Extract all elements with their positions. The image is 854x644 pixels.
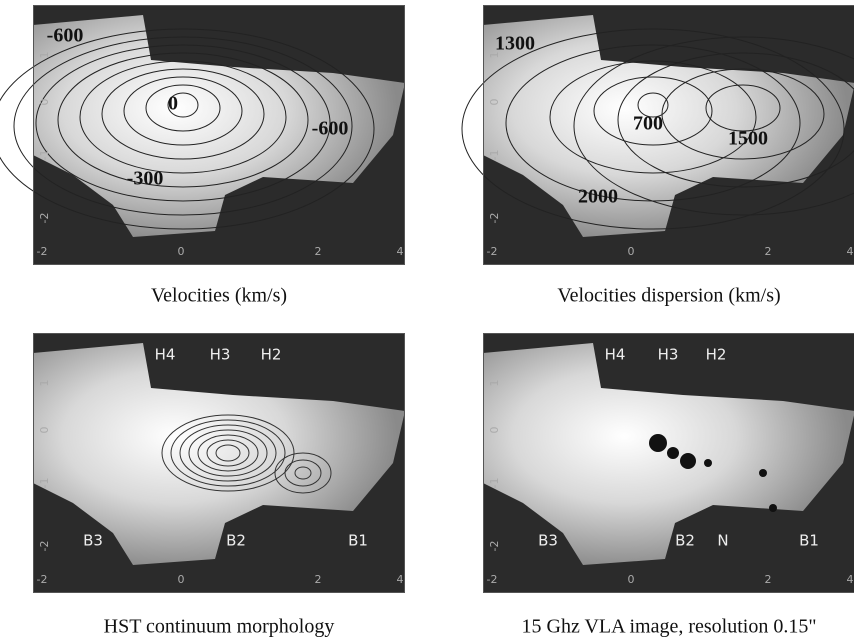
y-tick-label: 0: [488, 99, 501, 106]
contour-label: 1300: [495, 33, 535, 55]
region-label: H3: [210, 346, 231, 364]
contour-label: -300: [127, 168, 164, 190]
region-label: B2: [675, 532, 695, 550]
caption: HST continuum morphology: [104, 616, 335, 638]
y-tick-label: 1: [38, 380, 51, 387]
panel: -2 0 2 4 1 0 -1 -2 H4 H3 H2 B3 B2 B1: [33, 333, 405, 593]
contour-label: -600: [47, 25, 84, 47]
region-label: B2: [226, 532, 246, 550]
y-tick-label: -1: [38, 150, 51, 161]
y-tick-label: -1: [488, 478, 501, 489]
y-tick-label: -2: [38, 213, 51, 224]
y-tick-label: 1: [38, 52, 51, 59]
y-tick-label: -2: [488, 213, 501, 224]
panel: -2 0 2 4 1 0 -1 -2 H4 H3 H2 B3 B2 N B1: [483, 333, 854, 593]
y-tick-label: 0: [38, 427, 51, 434]
y-tick-label: 1: [488, 380, 501, 387]
contour-label: 1500: [728, 128, 768, 150]
x-tick-label: 4: [847, 245, 854, 258]
x-tick-label: -2: [37, 245, 48, 258]
radio-source: [667, 447, 679, 459]
region-label: N: [717, 532, 728, 550]
region-label: B1: [348, 532, 368, 550]
x-tick-label: 2: [315, 245, 322, 258]
x-tick-label: -2: [487, 573, 498, 586]
caption: 15 Ghz VLA image, resolution 0.15": [522, 616, 817, 638]
contour-label: 2000: [578, 186, 618, 208]
region-label: H4: [605, 346, 626, 364]
x-tick-label: 0: [628, 245, 635, 258]
radio-source: [759, 469, 767, 477]
x-tick-label: -2: [37, 573, 48, 586]
region-label: H2: [261, 346, 282, 364]
x-tick-label: 4: [397, 245, 404, 258]
x-tick-label: 2: [765, 573, 772, 586]
x-tick-label: 2: [315, 573, 322, 586]
panel: -2 0 2 4 1 0 -1 -2 -600 0 -600 -300: [0, 5, 405, 265]
contour-label: 700: [633, 113, 663, 135]
y-tick-label: -1: [488, 150, 501, 161]
x-tick-label: 4: [847, 573, 854, 586]
region-label: B3: [83, 532, 103, 550]
region-label: H4: [155, 346, 176, 364]
region-label: B1: [799, 532, 819, 550]
figure: -2 0 2 4 1 0 -1 -2 -600 0 -600 -300 Velocities (km/s…: [0, 0, 854, 644]
x-tick-label: 0: [178, 573, 185, 586]
x-tick-label: 2: [765, 245, 772, 258]
y-tick-label: -2: [488, 541, 501, 552]
x-tick-label: -2: [487, 245, 498, 258]
caption: Velocities (km/s): [151, 285, 287, 307]
y-tick-label: -2: [38, 541, 51, 552]
radio-source: [680, 453, 696, 469]
radio-source: [769, 504, 777, 512]
region-label: H2: [706, 346, 727, 364]
region-label: B3: [538, 532, 558, 550]
region-label: H3: [658, 346, 679, 364]
x-tick-label: 0: [628, 573, 635, 586]
contour-label: 0: [168, 93, 178, 115]
y-tick-label: -1: [38, 478, 51, 489]
x-tick-label: 0: [178, 245, 185, 258]
x-tick-label: 4: [397, 573, 404, 586]
y-tick-label: 0: [488, 427, 501, 434]
contour-label: -600: [312, 118, 349, 140]
y-tick-label: 0: [38, 99, 51, 106]
radio-source: [704, 459, 712, 467]
radio-source: [649, 434, 667, 452]
caption: Velocities dispersion (km/s): [557, 285, 780, 307]
